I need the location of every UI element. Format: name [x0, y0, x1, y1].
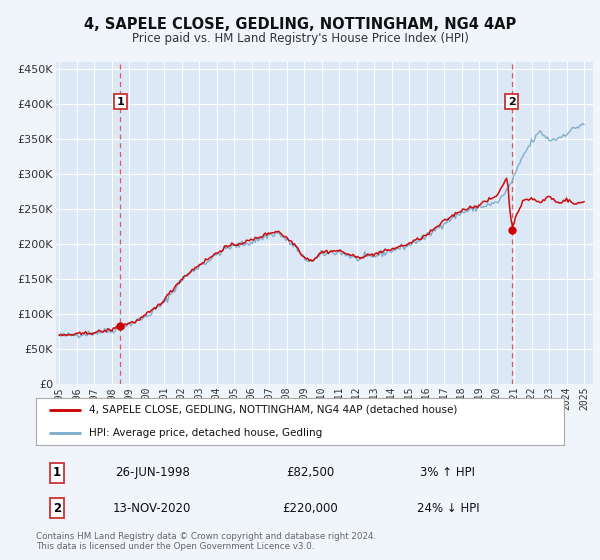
Text: £220,000: £220,000	[283, 502, 338, 515]
Text: 4, SAPELE CLOSE, GEDLING, NOTTINGHAM, NG4 4AP (detached house): 4, SAPELE CLOSE, GEDLING, NOTTINGHAM, NG…	[89, 405, 457, 415]
Text: Price paid vs. HM Land Registry's House Price Index (HPI): Price paid vs. HM Land Registry's House …	[131, 31, 469, 45]
Text: Contains HM Land Registry data © Crown copyright and database right 2024.
This d: Contains HM Land Registry data © Crown c…	[36, 532, 376, 552]
Text: 2: 2	[53, 502, 61, 515]
Text: HPI: Average price, detached house, Gedling: HPI: Average price, detached house, Gedl…	[89, 428, 322, 438]
Text: 1: 1	[116, 97, 124, 107]
Text: 3% ↑ HPI: 3% ↑ HPI	[421, 466, 475, 479]
Text: 4, SAPELE CLOSE, GEDLING, NOTTINGHAM, NG4 4AP: 4, SAPELE CLOSE, GEDLING, NOTTINGHAM, NG…	[84, 17, 516, 32]
Text: 13-NOV-2020: 13-NOV-2020	[113, 502, 191, 515]
Text: 2: 2	[508, 97, 515, 107]
Text: 26-JUN-1998: 26-JUN-1998	[115, 466, 190, 479]
Text: £82,500: £82,500	[286, 466, 335, 479]
Text: 1: 1	[53, 466, 61, 479]
Text: 24% ↓ HPI: 24% ↓ HPI	[416, 502, 479, 515]
